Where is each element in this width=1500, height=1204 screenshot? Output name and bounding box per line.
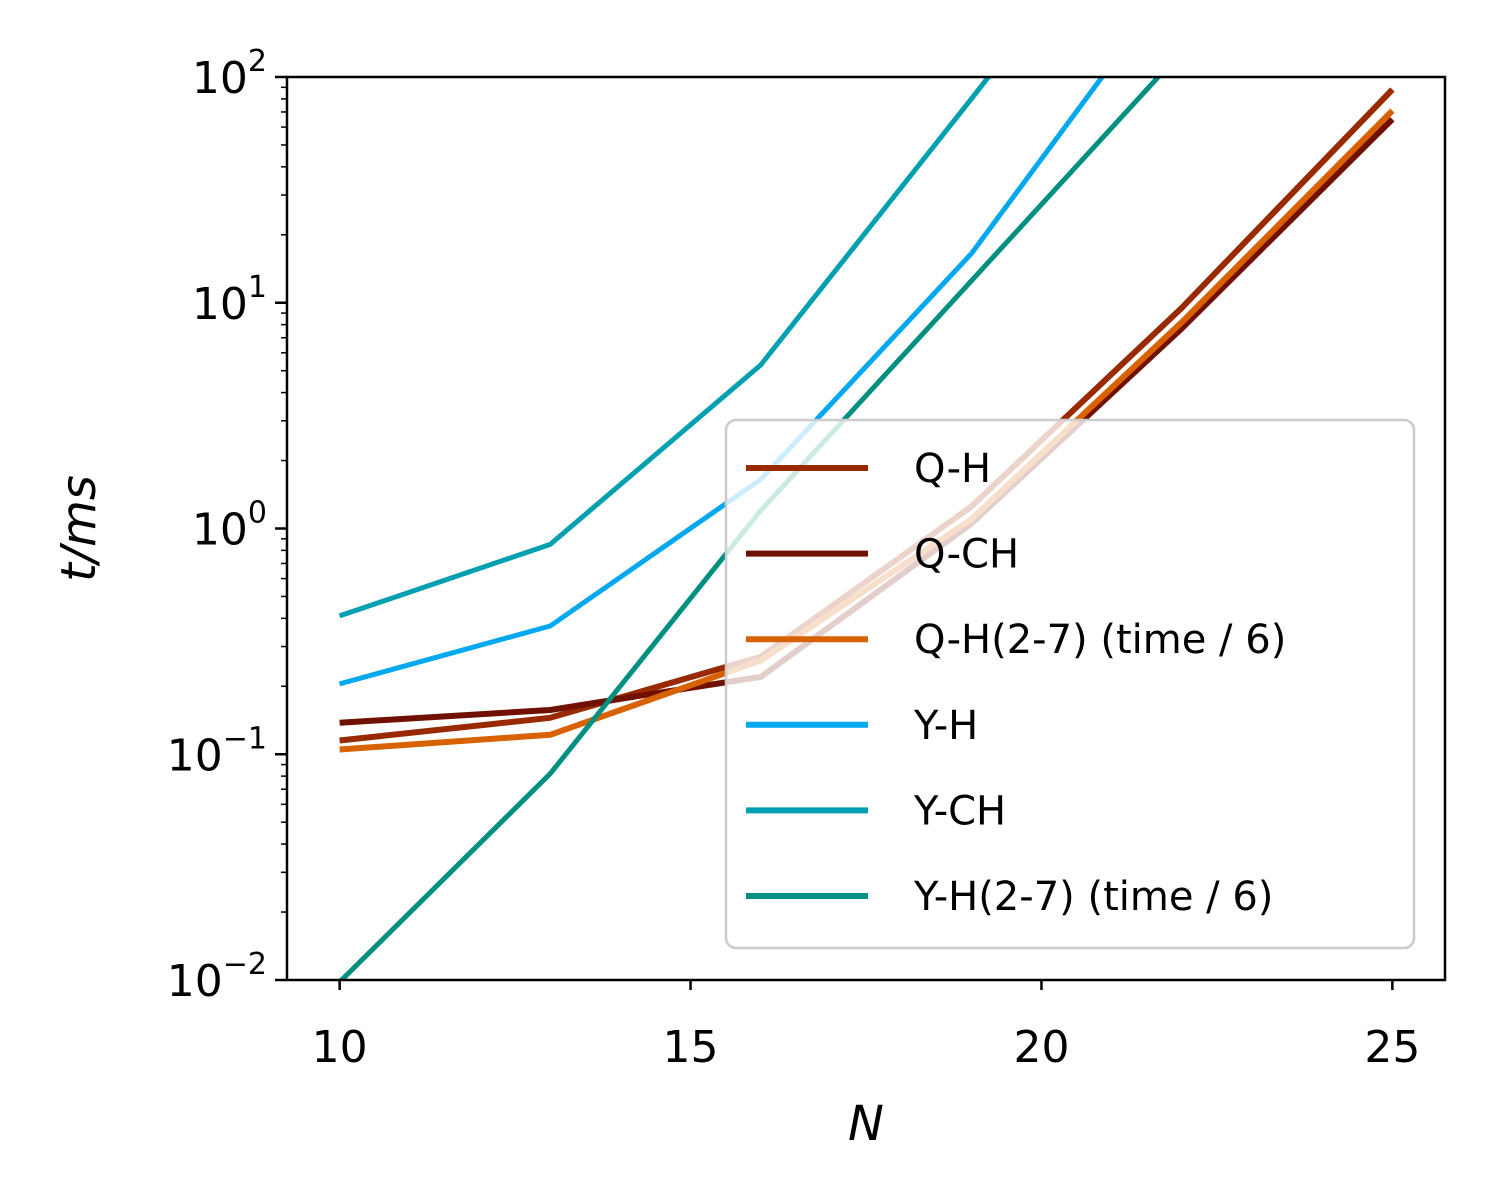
legend-label: Q-H(2-7) (time / 6) — [914, 617, 1286, 663]
legend: Q-H Q-CH Q-H(2-7) (time / 6) Y-H Y-CH Y-H(2-7… — [724, 418, 1416, 950]
y-tick-label: 101 — [192, 270, 267, 330]
legend-label: Q-H — [914, 446, 991, 492]
legend-label: Y-H — [913, 703, 978, 749]
ticks-layer: 10 15 20 25 10−2 10−1 100 101 102 — [167, 44, 1421, 1073]
y-tick-label: 10−1 — [167, 721, 267, 781]
x-axis-label: N — [848, 1096, 884, 1152]
y-tick-label: 100 — [192, 496, 267, 556]
y-axis-label: t/ms — [51, 475, 107, 582]
x-tick-label: 25 — [1364, 1022, 1420, 1073]
y-tick-label: 10−2 — [167, 947, 267, 1007]
legend-label: Y-H(2-7) (time / 6) — [913, 874, 1273, 920]
legend-label: Q-CH — [914, 532, 1019, 578]
x-tick-label: 15 — [663, 1022, 719, 1073]
x-tick-label: 20 — [1013, 1022, 1069, 1073]
x-tick-label: 10 — [312, 1022, 368, 1073]
legend-box — [724, 418, 1416, 950]
y-tick-label: 102 — [192, 44, 267, 104]
series-line-5 — [338, 77, 992, 619]
legend-label: Y-CH — [913, 788, 1006, 834]
